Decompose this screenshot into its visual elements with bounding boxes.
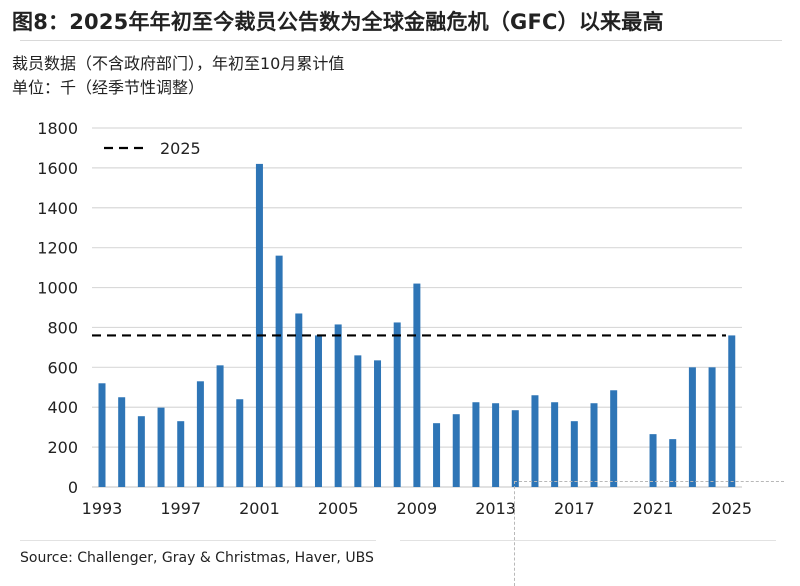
y-tick-label: 1000 xyxy=(37,279,78,298)
bar-2000 xyxy=(236,399,244,487)
bar-2004 xyxy=(314,335,322,487)
x-tick-label: 1993 xyxy=(82,499,123,518)
bar-2002 xyxy=(275,255,283,487)
bar-2011 xyxy=(452,414,460,487)
bar-1994 xyxy=(118,397,126,487)
bar-2025 xyxy=(728,335,736,487)
bar-2023 xyxy=(688,367,696,487)
bar-2019 xyxy=(610,390,618,487)
bar-2012 xyxy=(472,402,480,487)
bar-2007 xyxy=(374,360,382,487)
x-tick-label: 2009 xyxy=(397,499,438,518)
bar-1999 xyxy=(216,365,224,487)
x-tick-label: 2021 xyxy=(633,499,674,518)
bar-1995 xyxy=(137,416,145,487)
y-tick-label: 400 xyxy=(47,398,78,417)
bar-2016 xyxy=(551,402,559,487)
chart-units: 单位：千（经季节性调整） xyxy=(12,78,205,97)
bar-1998 xyxy=(196,381,204,487)
bar-2005 xyxy=(334,324,342,487)
y-tick-label: 200 xyxy=(47,438,78,457)
y-tick-label: 1600 xyxy=(37,159,78,178)
bar-2018 xyxy=(590,403,598,487)
legend-label: 2025 xyxy=(160,139,201,158)
x-tick-label: 1997 xyxy=(160,499,201,518)
source-divider-right xyxy=(400,540,776,541)
y-tick-label: 600 xyxy=(47,358,78,377)
bar-2024 xyxy=(708,367,716,487)
source-note: Source: Challenger, Gray & Christmas, Ha… xyxy=(20,550,374,566)
bar-2009 xyxy=(413,283,421,487)
selection-guide-vertical xyxy=(514,481,515,586)
bar-2003 xyxy=(295,313,303,487)
x-tick-label: 2005 xyxy=(318,499,359,518)
x-tick-label: 2013 xyxy=(475,499,516,518)
bar-2014 xyxy=(511,410,519,487)
y-tick-label: 0 xyxy=(68,478,78,497)
x-tick-label: 2017 xyxy=(554,499,595,518)
source-divider xyxy=(20,540,376,541)
title-divider xyxy=(20,40,782,41)
bar-2022 xyxy=(669,439,677,487)
x-tick-label: 2001 xyxy=(239,499,280,518)
y-tick-label: 1800 xyxy=(37,119,78,138)
y-tick-label: 1200 xyxy=(37,239,78,258)
bar-2021 xyxy=(649,434,657,487)
bar-2006 xyxy=(354,355,362,487)
bar-1993 xyxy=(98,383,106,487)
y-tick-label: 800 xyxy=(47,318,78,337)
y-tick-label: 1400 xyxy=(37,199,78,218)
chart-subtitle: 裁员数据（不含政府部门），年初至10月累计值 xyxy=(12,54,345,73)
bar-2008 xyxy=(393,322,401,487)
selection-guide-horizontal xyxy=(514,481,784,482)
x-tick-label: 2025 xyxy=(711,499,752,518)
bar-2015 xyxy=(531,395,539,487)
bar-2013 xyxy=(492,403,500,487)
bar-1996 xyxy=(157,407,165,487)
chart-title: 图8：2025年年初至今裁员公告数为全球金融危机（GFC）以来最高 xyxy=(12,10,664,34)
bar-1997 xyxy=(177,421,185,487)
bar-2001 xyxy=(255,163,263,487)
bar-2010 xyxy=(433,423,441,487)
bar-2017 xyxy=(570,421,578,487)
